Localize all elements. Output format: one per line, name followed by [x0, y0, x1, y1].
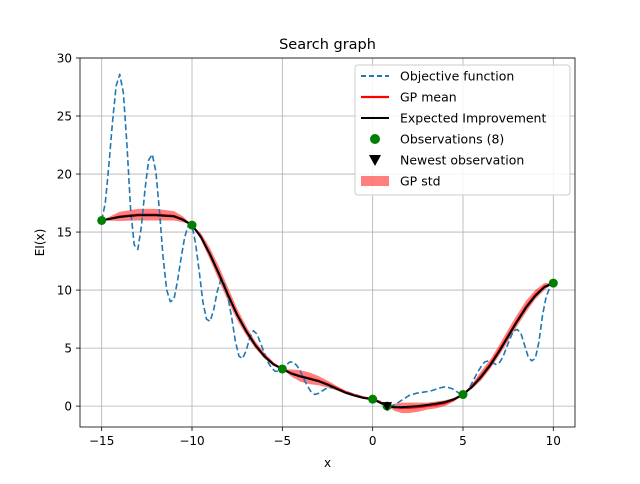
x-tick-label: −5: [273, 434, 291, 448]
legend-label-observations: Observations (8): [400, 132, 504, 147]
plot-area-frame: [79, 57, 576, 428]
legend-label-objective-function: Objective function: [400, 69, 514, 84]
observation-point: [368, 394, 378, 404]
series-lines: [100, 73, 554, 409]
y-tick-label: 20: [57, 168, 72, 182]
objective-function-line: [100, 73, 554, 407]
y-tick-label: 25: [57, 110, 72, 124]
legend-label-expected-improvement: Expected Improvement: [400, 111, 546, 126]
observation-markers: [97, 215, 558, 412]
legend-swatch-gp-std: [361, 176, 389, 186]
legend-swatch-newest-observation: [369, 155, 381, 166]
axis-ticks: −15 −10 −5 0 5 10 0 5 10 15 20 25 30: [57, 52, 561, 449]
y-axis-label: EI(x): [33, 229, 47, 257]
y-tick-label: 0: [64, 400, 72, 414]
x-tick-label: 10: [546, 434, 561, 448]
legend-label-gp-std: GP std: [400, 174, 441, 189]
x-tick-label: −15: [89, 434, 114, 448]
gp-std-band: [101, 208, 554, 414]
legend-swatch-observations: [370, 134, 380, 144]
expected-improvement-line: [101, 214, 554, 409]
newest-observation-point: [382, 402, 393, 412]
legend-label-gp-mean: GP mean: [400, 90, 457, 105]
observation-point: [458, 390, 468, 400]
x-tick-label: −10: [179, 434, 204, 448]
observation-point: [548, 278, 558, 288]
x-axis-label: x: [324, 456, 331, 470]
legend-label-newest-observation: Newest observation: [400, 153, 524, 168]
legend-box: [354, 64, 571, 196]
chart-title: Search graph: [279, 37, 376, 53]
x-tick-label: 0: [369, 434, 377, 448]
observation-point: [187, 220, 197, 230]
observation-point: [277, 364, 287, 374]
legend: Objective function GP mean Expected Impr…: [354, 64, 571, 196]
x-tick-label: 5: [459, 434, 467, 448]
gp-std-band-layer: [101, 208, 554, 414]
y-tick-label: 10: [57, 284, 72, 298]
y-tick-label: 30: [57, 52, 72, 66]
y-tick-label: 15: [57, 226, 72, 240]
observation-point: [97, 215, 107, 225]
y-tick-label: 5: [64, 342, 72, 356]
